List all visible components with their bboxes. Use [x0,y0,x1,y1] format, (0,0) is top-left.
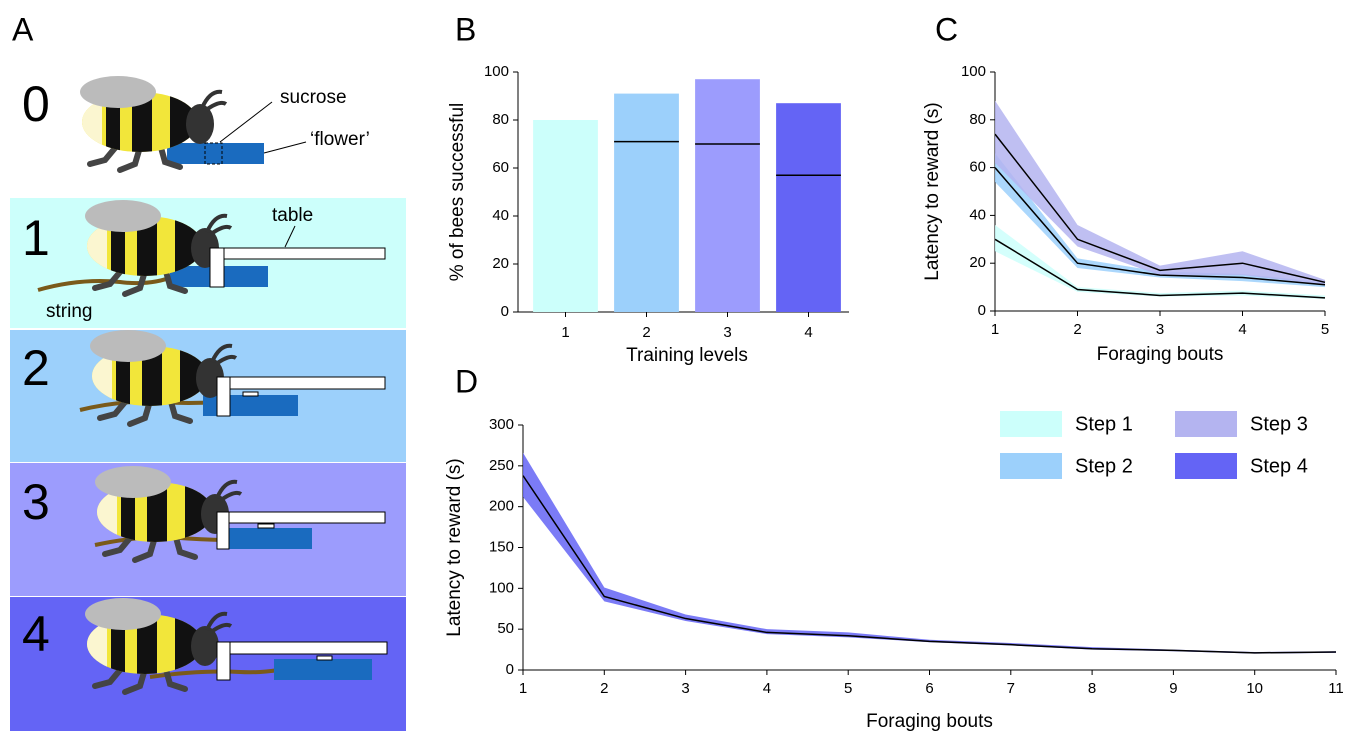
bar [776,103,841,312]
legend-label: Step 2 [1075,455,1133,477]
diagram [10,76,406,731]
bar [614,93,679,312]
y-tick-label: 80 [492,111,509,128]
step-number: 4 [22,606,50,662]
table-leg [216,376,231,417]
pointer [263,141,307,154]
y-tick-label: 50 [497,620,514,637]
x-tick-label: 2 [1073,321,1081,338]
x-axis-label: Training levels [626,345,748,366]
x-tick-label: 7 [1007,680,1015,697]
y-axis-label: % of bees successful [447,103,468,281]
step-number: 2 [22,340,50,396]
legend-swatch [1175,453,1237,479]
legend-label: Step 3 [1250,413,1308,435]
bar [533,120,598,312]
error-band [995,100,1325,285]
line [994,133,1326,284]
x-tick-label: 5 [1321,321,1329,338]
y-tick-label: 80 [969,111,986,128]
annotation: ‘flower’ [310,129,370,150]
y-axis-label: Latency to reward (s) [922,102,943,280]
sucrose [204,142,223,165]
legend-swatch [1175,411,1237,437]
y-tick-label: 100 [489,579,514,596]
flower [167,143,264,164]
panel-label: B [455,11,476,47]
annotation: table [272,205,313,226]
x-tick-label: 6 [925,680,933,697]
panel-label: C [935,11,958,47]
bar [695,79,760,312]
annotation: sucrose [280,87,347,108]
y-tick-label: 150 [489,538,514,555]
table [216,641,388,655]
y-tick-label: 60 [969,159,986,176]
legend-swatch [1000,411,1062,437]
step-number: 3 [22,474,50,530]
legend-swatch [1000,453,1062,479]
y-tick-label: 200 [489,498,514,515]
x-tick-label: 1 [519,680,527,697]
sucrose [242,391,259,397]
pointer [284,225,296,248]
table-leg [209,247,225,288]
legend-label: Step 4 [1250,455,1308,477]
legend-label: Step 1 [1075,413,1133,435]
x-tick-label: 4 [763,680,771,697]
pointer [219,101,273,143]
x-tick-label: 11 [1328,680,1344,697]
table-leg [216,511,230,550]
step-number: 0 [22,76,50,132]
x-tick-label: 3 [723,324,731,341]
y-tick-label: 250 [489,457,514,474]
x-tick-label: 10 [1246,680,1263,697]
table [216,511,386,524]
step-number: 1 [22,210,50,266]
flower [274,659,372,680]
x-tick-label: 3 [1156,321,1164,338]
x-tick-label: 2 [600,680,608,697]
x-tick-label: 3 [681,680,689,697]
error-band [523,452,1336,654]
table-leg [216,641,231,681]
x-tick-label: 4 [1238,321,1246,338]
x-axis-label: Foraging bouts [1097,344,1224,365]
y-tick-label: 300 [489,416,514,433]
x-tick-label: 9 [1169,680,1177,697]
x-tick-label: 5 [844,680,852,697]
x-tick-label: 1 [991,321,999,338]
x-tick-label: 2 [642,324,650,341]
annotation: string [46,301,92,322]
table [209,247,386,260]
line [994,238,1326,299]
y-tick-label: 0 [978,302,986,319]
y-tick-label: 0 [501,303,509,320]
table [216,376,386,390]
x-tick-label: 4 [804,324,812,341]
sucrose [257,523,275,529]
x-tick-label: 8 [1088,680,1096,697]
x-axis-label: Foraging bouts [866,711,993,732]
y-axis-label: Latency to reward (s) [444,458,465,636]
y-tick-label: 0 [506,661,514,678]
sucrose [316,655,333,661]
line [994,167,1326,286]
string [37,274,176,292]
y-tick-label: 20 [492,255,509,272]
y-tick-label: 60 [492,159,509,176]
y-tick-label: 100 [484,63,509,80]
line [522,475,1337,654]
panel-label: A [12,11,34,47]
error-band [995,224,1325,300]
x-tick-label: 1 [561,324,569,341]
flower [229,528,312,549]
panel-label: D [455,363,478,399]
y-tick-label: 100 [961,63,986,80]
string [149,668,279,679]
y-tick-label: 40 [492,207,509,224]
y-tick-label: 40 [969,206,986,223]
y-tick-label: 20 [969,254,986,271]
